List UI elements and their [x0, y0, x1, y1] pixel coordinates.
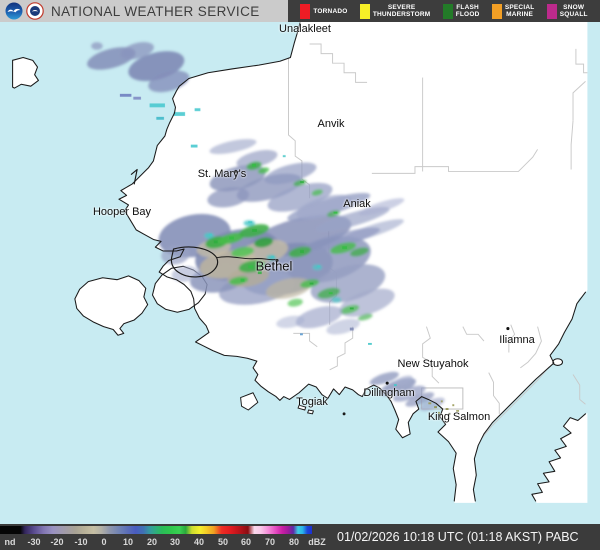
warning-legend: TORNADO SEVERE THUNDERSTORM FLASH FLOOD SPE… — [288, 0, 600, 22]
colorbar-tick-0: 0 — [101, 537, 107, 547]
colorbar-tick-80: 80 — [288, 537, 300, 547]
warning-label: SPECIAL MARINE — [504, 4, 535, 18]
warning-label: SNOW SQUALL — [559, 4, 588, 18]
colorbar-tick-dbz: dBZ — [308, 537, 326, 547]
brand: NATIONAL WEATHER SERVICE — [0, 0, 260, 22]
timestamp: 01/02/2026 10:18 UTC (01:18 AKST) PABC — [337, 530, 579, 544]
colorbar-tick-10: 10 — [122, 537, 134, 547]
colorbar-tick-30: 30 — [169, 537, 181, 547]
colorbar-tick-10: -10 — [74, 537, 88, 547]
radar-echo-speckles — [119, 93, 460, 415]
header-bar: NATIONAL WEATHER SERVICE TORNADO SEVERE T… — [0, 0, 600, 22]
status-bar: nd -30 -20 -10 0 10 20 30 40 50 60 70 80 dBZ 01/02/20… — [0, 524, 600, 550]
warning-label: TORNADO — [313, 7, 348, 15]
coastline — [118, 22, 587, 502]
colorbar-tick-40: 40 — [193, 537, 205, 547]
doc-seal-icon — [26, 2, 44, 20]
colorbar-tick-70: 70 — [264, 537, 276, 547]
colorbar-tick-nd: nd — [4, 537, 16, 547]
radar-echoes — [87, 42, 445, 411]
warning-legend-item-special-marine: SPECIAL MARINE — [491, 3, 535, 19]
warning-legend-item-flash-flood: FLASH FLOOD — [442, 3, 480, 19]
colorbar-tick-60: 60 — [240, 537, 252, 547]
noaa-logo-icon — [5, 2, 23, 20]
colorbar-tick-20: -20 — [50, 537, 64, 547]
warning-label: FLASH FLOOD — [455, 4, 480, 18]
warning-legend-item-severe-thunderstorm: SEVERE THUNDERSTORM — [359, 3, 431, 19]
warning-legend-item-snow-squall: SNOW SQUALL — [546, 3, 588, 19]
warning-legend-item-tornado: TORNADO — [300, 3, 348, 19]
colorbar-ticks: nd -30 -20 -10 0 10 20 30 40 50 60 70 80 dBZ — [0, 537, 340, 549]
warning-swatch-icon — [491, 3, 502, 19]
warning-swatch-icon — [300, 3, 311, 19]
warning-swatch-icon — [442, 3, 453, 19]
warning-swatch-icon — [359, 3, 370, 19]
warning-swatch-icon — [546, 3, 557, 19]
reflectivity-colorbar — [0, 526, 312, 534]
agency-title: NATIONAL WEATHER SERVICE — [51, 3, 260, 19]
radar-map-svg — [12, 22, 588, 503]
colorbar-tick-50: 50 — [217, 537, 229, 547]
warning-label: SEVERE THUNDERSTORM — [372, 4, 431, 18]
colorbar-tick-30: -30 — [27, 537, 41, 547]
city-dots — [234, 169, 510, 385]
colorbar-tick-20: 20 — [146, 537, 158, 547]
radar-map: Unalakleet Anvik St. Mary's Hooper Bay Aniak… — [0, 22, 600, 524]
